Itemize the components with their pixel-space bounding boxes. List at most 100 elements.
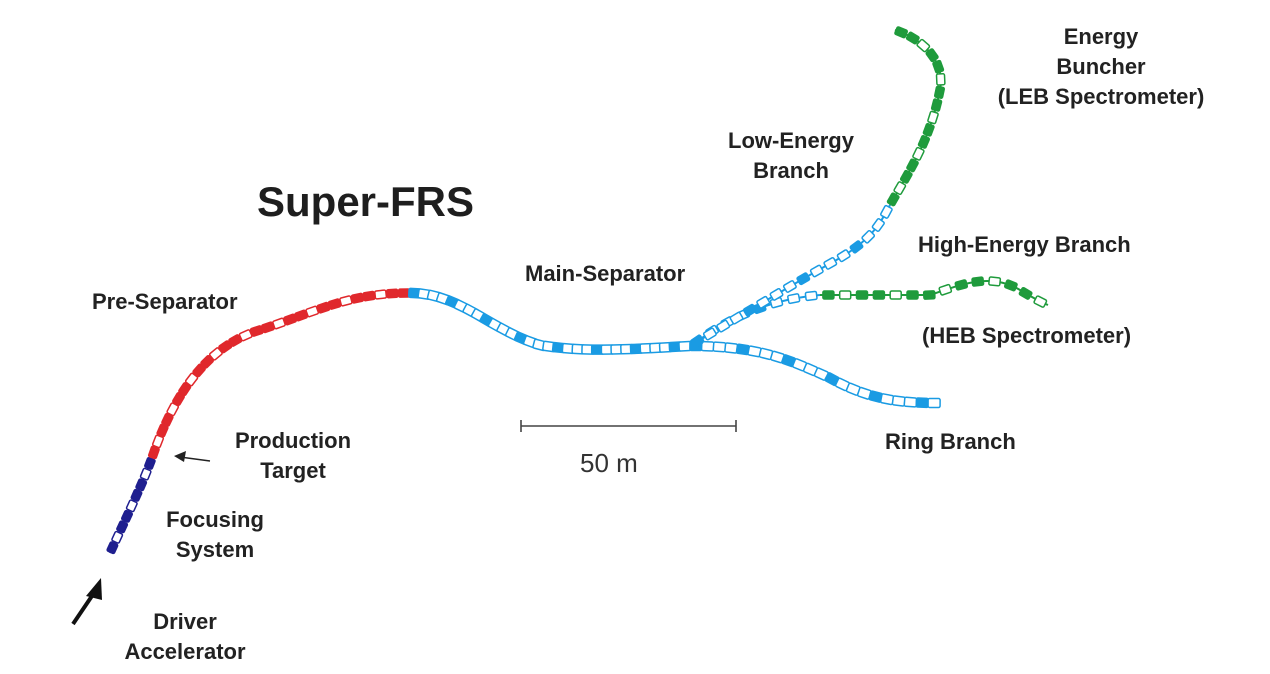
magnet-element — [988, 276, 1002, 287]
production-target-arrow — [179, 456, 211, 462]
magnet-element — [933, 85, 946, 99]
magnet-element — [836, 249, 851, 263]
magnet-element — [151, 434, 165, 449]
low-energy-branch-magnets-green — [886, 26, 946, 207]
magnet-element — [838, 290, 852, 300]
magnet-element — [880, 204, 893, 219]
magnet-element — [724, 342, 739, 354]
magnet-element — [156, 423, 169, 438]
magnet-element — [922, 290, 936, 300]
magnet-element — [689, 335, 704, 349]
magnet-element — [855, 290, 869, 300]
scale-bar-label: 50 m — [580, 448, 638, 478]
magnet-element — [385, 288, 399, 299]
focusing-system-label: Focusing System — [140, 505, 290, 565]
pre-separator-magnets — [147, 288, 411, 460]
low-energy-branch-magnets-blue — [689, 204, 893, 349]
magnet-element — [809, 264, 824, 278]
magnet-element — [954, 279, 969, 291]
magnet-element — [971, 276, 985, 287]
magnet-element — [932, 59, 945, 74]
production-target-line-1: Production — [234, 428, 352, 453]
driver-accelerator-line-2: Accelerator — [124, 639, 246, 664]
magnet-element — [916, 38, 931, 53]
magnet-element — [927, 397, 941, 409]
magnet-element — [116, 520, 129, 534]
magnet-element — [125, 499, 138, 513]
magnet-element — [893, 181, 907, 196]
magnet-element — [891, 395, 906, 407]
production-target-label: Production Target — [208, 426, 378, 486]
magnet-element — [849, 240, 864, 254]
magnet-element — [238, 329, 253, 342]
magnet-element — [915, 397, 930, 409]
magnet-element — [374, 289, 388, 300]
magnet-element — [912, 146, 925, 161]
magnet-element — [905, 31, 920, 45]
magnet-element — [787, 293, 801, 305]
magnet-element — [756, 295, 771, 309]
magnet-element — [305, 305, 320, 318]
magnet-element — [200, 354, 214, 369]
heb-spectrometer-label: (HEB Spectrometer) — [922, 323, 1132, 348]
magnet-element — [139, 467, 152, 481]
magnet-element — [712, 341, 727, 353]
magnet-element — [135, 478, 148, 492]
magnet-element — [938, 283, 953, 296]
low-energy-branch-line-1: Low-Energy — [728, 128, 854, 153]
energy-buncher-line-2: Buncher — [1056, 54, 1146, 79]
focusing-system-line-1: Focusing — [166, 507, 264, 532]
magnet-element — [925, 48, 939, 63]
magnet-element — [872, 290, 886, 300]
driver-accelerator-label: Driver Accelerator — [100, 607, 270, 667]
magnet-element — [316, 301, 331, 314]
magnet-element — [729, 311, 744, 325]
energy-buncher-line-3: (LEB Spectrometer) — [997, 84, 1205, 109]
magnet-element — [804, 290, 818, 302]
magnet-element — [906, 290, 919, 300]
magnet-element — [769, 287, 784, 301]
focusing-system-magnets — [106, 456, 156, 555]
magnet-element — [184, 372, 199, 387]
diagram-title: Super-FRS — [257, 178, 475, 225]
magnet-element — [362, 290, 376, 302]
magnet-element — [796, 272, 811, 286]
magnet-element — [218, 340, 233, 354]
magnet-element — [935, 73, 946, 86]
magnet-element — [886, 192, 900, 207]
magnet-element — [927, 110, 939, 125]
magnet-element — [889, 290, 902, 300]
production-target-line-2: Target — [260, 458, 326, 483]
magnet-element — [1018, 286, 1033, 300]
magnet-element — [294, 309, 308, 322]
magnet-element — [166, 402, 180, 417]
ring-branch-label: Ring Branch — [885, 429, 1016, 454]
magnet-element — [702, 327, 717, 341]
magnet-element — [716, 319, 731, 333]
magnet-element — [1004, 279, 1018, 292]
magnet-element — [894, 26, 908, 39]
magnet-element — [272, 317, 286, 330]
magnet-element — [327, 298, 342, 310]
magnet-element — [130, 488, 143, 502]
low-energy-branch-line-2: Branch — [753, 158, 829, 183]
main-separator-label: Main-Separator — [525, 261, 686, 286]
energy-buncher-line-1: Energy — [1063, 24, 1139, 49]
energy-buncher-label: Energy Buncher (LEB Spectrometer) — [966, 22, 1236, 112]
magnet-element — [871, 218, 885, 232]
high-energy-branch-magnets-green — [822, 276, 1048, 308]
magnet-element — [249, 325, 264, 337]
magnet-element — [1033, 295, 1048, 308]
low-energy-branch-label: Low-Energy Branch — [706, 126, 876, 186]
magnet-element — [782, 280, 797, 293]
ring-branch-magnets — [689, 340, 941, 409]
focusing-system-line-2: System — [175, 537, 255, 562]
production-target-arrowhead — [174, 451, 186, 462]
magnet-element — [106, 541, 119, 555]
magnet-element — [339, 295, 353, 307]
magnet-element — [111, 530, 124, 544]
magnet-element — [823, 257, 838, 270]
magnet-element — [922, 122, 935, 137]
